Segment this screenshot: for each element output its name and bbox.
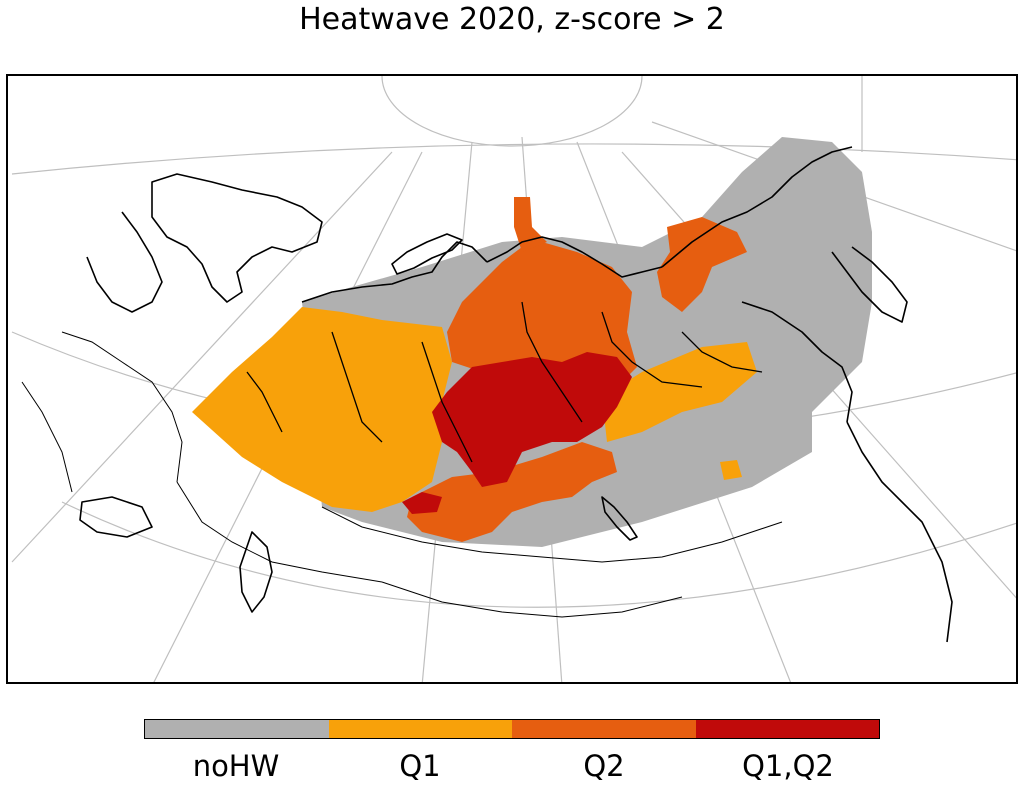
chart-title: Heatwave 2020, z-score > 2 xyxy=(299,2,725,37)
scandinavia-coast xyxy=(151,173,323,303)
border-mongolia-china xyxy=(381,581,683,618)
caspian-sea xyxy=(239,531,273,613)
legend-label-nohw: noHW xyxy=(192,749,280,783)
legend-swatch-q1q2 xyxy=(695,720,879,738)
border-russia-south xyxy=(321,506,783,563)
region-q1-west xyxy=(192,307,452,512)
legend-swatch-q1 xyxy=(328,720,512,738)
region-q1-east xyxy=(602,342,757,442)
rivers xyxy=(246,301,763,463)
pacific-coast xyxy=(846,421,953,643)
legend-colorbar xyxy=(144,719,880,739)
region-q2-south xyxy=(407,442,617,542)
region-q1q2 xyxy=(432,352,632,487)
legend-label-q1: Q1 xyxy=(399,749,441,783)
novaya-zemlya xyxy=(391,233,463,275)
region-q1-spot xyxy=(720,460,742,480)
legend-labels: noHW Q1 Q2 Q1,Q2 xyxy=(144,746,880,786)
meridian-line xyxy=(11,151,393,563)
river xyxy=(331,331,383,443)
borders xyxy=(21,331,783,618)
border-europe xyxy=(21,381,73,493)
latitude-line-70 xyxy=(11,143,1016,175)
east-siberian-coast xyxy=(661,146,853,268)
border-west xyxy=(61,331,183,483)
region-q2-east xyxy=(657,217,747,312)
lake-baikal xyxy=(601,496,638,541)
kamchatka xyxy=(831,246,908,323)
black-sea xyxy=(79,496,153,538)
baltic-coast xyxy=(86,211,163,313)
legend-swatch-q2 xyxy=(512,720,696,738)
okhotsk-coast xyxy=(741,301,853,423)
river xyxy=(681,331,763,373)
latitude-line-50 xyxy=(61,501,1016,608)
river xyxy=(421,341,473,463)
border-central-asia xyxy=(176,481,383,583)
legend-label-q2: Q2 xyxy=(583,749,625,783)
latitude-line-80 xyxy=(381,76,643,147)
legend-label-q1q2: Q1,Q2 xyxy=(742,749,834,783)
region-q1q2-south xyxy=(402,492,442,514)
taymyr-coast xyxy=(486,236,663,278)
river xyxy=(601,311,703,388)
coastlines xyxy=(79,146,953,643)
legend-swatch-nohw xyxy=(145,720,329,738)
heatwave-regions xyxy=(192,137,872,547)
north-coast-west xyxy=(301,241,488,303)
map-panel xyxy=(6,74,1018,684)
map-canvas xyxy=(11,76,1016,682)
river xyxy=(246,371,283,433)
river xyxy=(521,301,583,423)
